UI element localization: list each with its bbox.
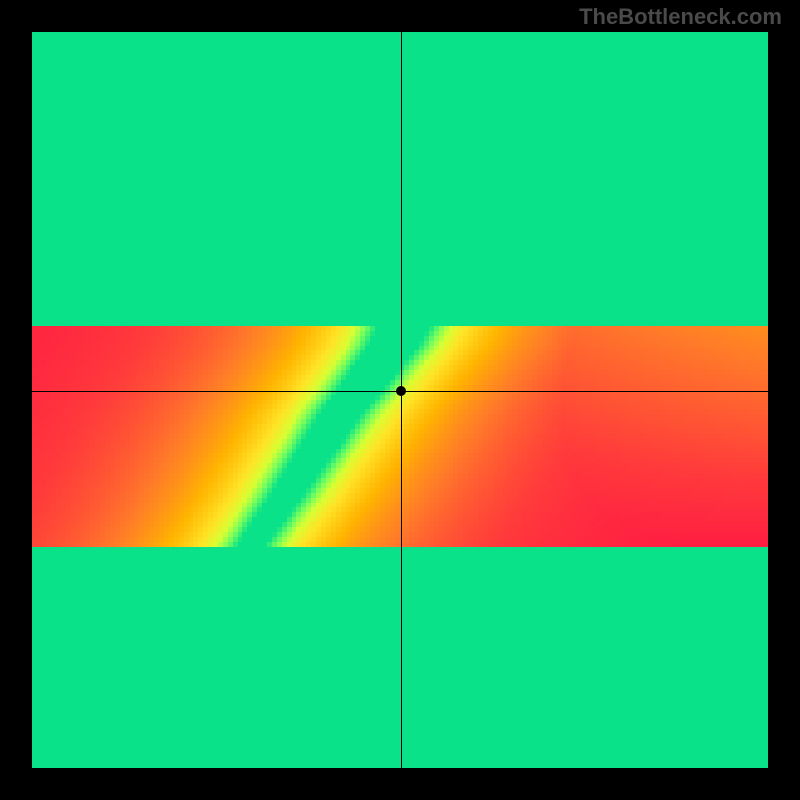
- heatmap-canvas: [32, 32, 768, 768]
- plot-area: [32, 32, 768, 768]
- chart-container: TheBottleneck.com: [0, 0, 800, 800]
- crosshair-vertical: [401, 32, 402, 768]
- source-watermark: TheBottleneck.com: [579, 4, 782, 30]
